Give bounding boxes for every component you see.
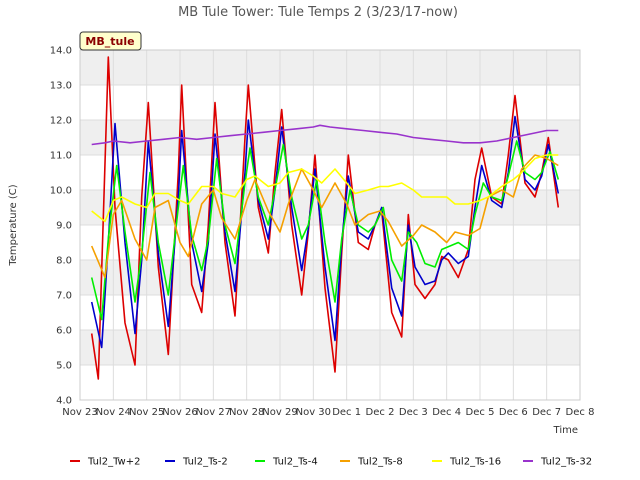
- y-tick-label: 6.0: [56, 326, 72, 337]
- series-line-tul2-ts-2: [90, 115, 560, 349]
- x-tick-label: Dec 2: [366, 407, 395, 418]
- series-line-tul2-ts-8: [90, 154, 559, 279]
- x-tick-label: Dec 6: [499, 407, 528, 418]
- series-line-tul2-ts-16: [91, 154, 559, 223]
- grid-band: [80, 260, 580, 295]
- grid-band: [80, 120, 580, 155]
- x-tick-label: Nov 27: [196, 407, 231, 418]
- y-tick-label: 7.0: [56, 291, 72, 302]
- x-tick-label: Dec 1: [332, 407, 361, 418]
- legend-label: Tul2_Ts-16: [449, 457, 501, 468]
- y-tick-label: 9.0: [56, 221, 72, 232]
- site-badge: MB_tule: [79, 31, 142, 51]
- x-tick-label: Nov 25: [129, 407, 164, 418]
- y-tick-label: 8.0: [56, 256, 72, 267]
- x-tick-label: Dec 4: [432, 407, 461, 418]
- legend-label: Tul2_Ts-2: [182, 457, 228, 468]
- site-badge-box: [79, 31, 142, 51]
- series-line-tul2-ts-32: [91, 124, 559, 146]
- legend-label: Tul2_Ts-8: [357, 457, 403, 468]
- y-tick-label: 13.0: [50, 81, 72, 92]
- y-axis-ticks: 4.0 5.0 6.0 7.0 8.0 9.0 10.0 11.0 12.0 13.0 14.0: [50, 46, 72, 407]
- x-tick-label: Nov 26: [162, 407, 197, 418]
- y-tick-label: 10.0: [50, 186, 72, 197]
- grid-band: [80, 50, 580, 85]
- legend-label: Tul2_Tw+2: [87, 457, 140, 468]
- series-line-tul2-tw-2: [90, 56, 560, 380]
- x-tick-label: Nov 29: [262, 407, 297, 418]
- y-tick-label: 11.0: [50, 151, 72, 162]
- legend: Tul2_Tw+2 Tul2_Ts-2 Tul2_Ts-4 Tul2_Ts-8 Tul2…: [70, 457, 592, 468]
- x-tick-label: Nov 28: [229, 407, 264, 418]
- legend-label: Tul2_Ts-4: [272, 457, 318, 468]
- x-tick-label: Dec 5: [466, 407, 495, 418]
- series-lines: [90, 56, 560, 380]
- x-axis-label: Time: [553, 425, 578, 436]
- y-tick-label: 14.0: [50, 46, 72, 57]
- site-badge-label: MB_tule: [85, 35, 134, 48]
- x-tick-label: Nov 23: [62, 407, 97, 418]
- y-tick-label: 5.0: [56, 361, 72, 372]
- x-tick-label: Dec 3: [399, 407, 428, 418]
- grid-band: [80, 190, 580, 225]
- plot-border: [79, 49, 581, 401]
- x-tick-label: Nov 30: [296, 407, 331, 418]
- x-tick-label: Nov 24: [96, 407, 131, 418]
- grid-lines: [79, 49, 581, 401]
- y-tick-label: 12.0: [50, 116, 72, 127]
- chart-title: MB Tule Tower: Tule Temps 2 (3/23/17-now…: [178, 5, 458, 20]
- y-tick-label: 4.0: [56, 396, 72, 407]
- legend-label: Tul2_Ts-32: [540, 457, 592, 468]
- x-tick-label: Dec 8: [566, 407, 595, 418]
- y-axis-label: Temperature (C): [8, 184, 19, 266]
- series-line-tul2-ts-4: [90, 140, 560, 321]
- x-tick-label: Dec 7: [532, 407, 561, 418]
